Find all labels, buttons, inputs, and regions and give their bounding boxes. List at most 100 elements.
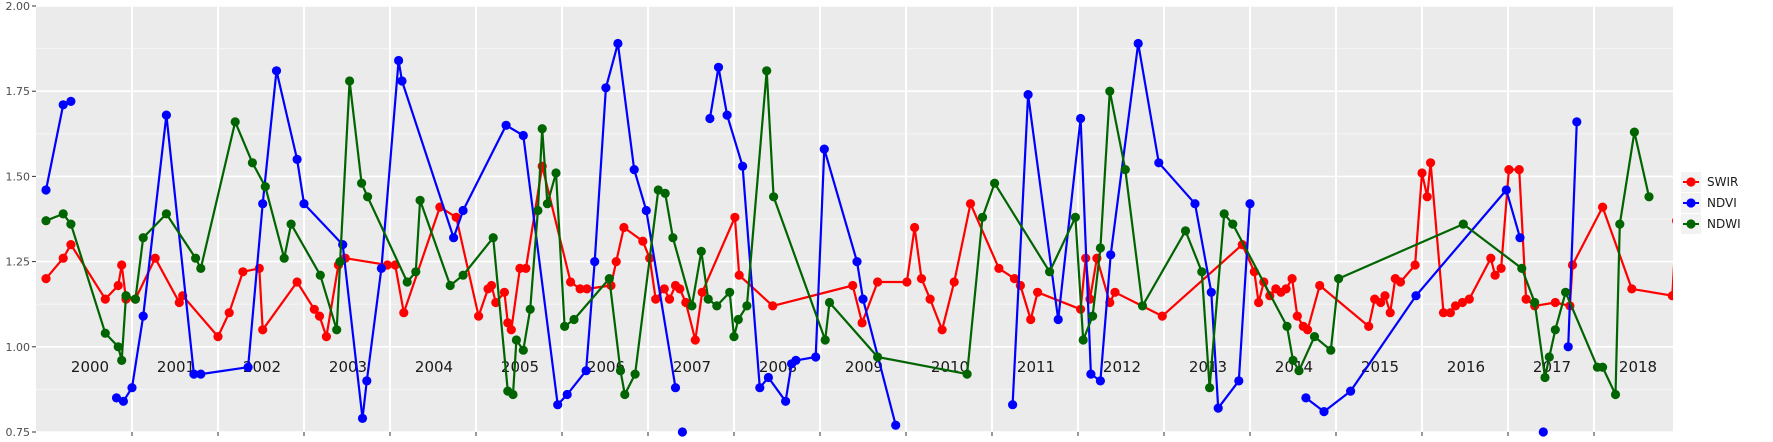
legend-label: NDVI (1707, 196, 1737, 210)
ndwi-point (363, 192, 373, 202)
series-ndvi (41, 38, 1582, 437)
year-label: 2004 (415, 358, 453, 376)
ndwi-point (1288, 355, 1298, 365)
swir-point (1417, 168, 1427, 178)
ndwi-point (1629, 127, 1639, 137)
ndvi-line (708, 66, 897, 426)
swir-point (1743, 271, 1752, 280)
ndvi-point (449, 233, 459, 243)
year-label: 2011 (1017, 358, 1055, 376)
legend-label: SWIR (1707, 175, 1738, 189)
ndwi-point (1707, 404, 1716, 413)
ndvi-point (299, 199, 309, 209)
ndwi-point (1282, 321, 1292, 331)
swir-point (1376, 297, 1386, 308)
swir-point (848, 280, 858, 291)
ndvi-point (677, 427, 688, 437)
swir-point (857, 318, 867, 328)
swir-point (1157, 311, 1167, 321)
ndwi-point (113, 342, 123, 352)
ndvi-point (629, 165, 639, 175)
ndvi-point (1190, 199, 1200, 209)
ndwi-point (977, 212, 988, 222)
swir-point (1445, 308, 1455, 318)
swir-point (1750, 298, 1759, 307)
ndwi-point (1644, 192, 1654, 202)
ndwi-point (1228, 219, 1238, 229)
year-label: 2005 (501, 358, 539, 376)
swir-point (1627, 284, 1637, 294)
ndwi-point (533, 205, 543, 216)
swir-point (1292, 311, 1302, 321)
swir-point (1026, 314, 1036, 325)
swir-point (916, 274, 927, 284)
ndwi-point (1294, 366, 1304, 376)
ndwi-point (1517, 263, 1527, 273)
swir-point (638, 236, 648, 246)
year-label: 2001 (157, 358, 195, 376)
swir-point (292, 277, 302, 287)
ndwi-point (569, 314, 579, 325)
ndwi-point (703, 294, 713, 304)
ndwi-point (1078, 335, 1088, 345)
ndwi-point (415, 195, 425, 205)
ndvi-point (1346, 386, 1356, 396)
swir-point (258, 325, 268, 335)
ndvi-point (590, 257, 600, 267)
swir-point (690, 335, 700, 345)
ndvi-point (1206, 287, 1216, 297)
swir-point (1395, 277, 1406, 287)
swir-point (321, 332, 331, 342)
ndwi-point (542, 199, 553, 209)
swir-point (1281, 284, 1291, 294)
ndvi-point (641, 205, 651, 216)
ndvi-point (1234, 376, 1244, 386)
ndwi-point (729, 332, 739, 342)
legend-label: NDWI (1707, 217, 1741, 231)
legend-marker (1686, 198, 1696, 208)
ndwi-point (138, 233, 148, 243)
swir-point (1438, 308, 1449, 318)
swir-point (66, 240, 76, 250)
ndwi-point (820, 335, 830, 345)
ndwi-point (687, 301, 697, 311)
swir-point (902, 277, 912, 287)
swir-point (451, 212, 461, 222)
ndwi-point (1045, 267, 1055, 277)
swir-point (41, 274, 51, 284)
ndvi-point (111, 393, 122, 403)
swir-line (45, 161, 1673, 342)
ndvi-point (118, 396, 128, 406)
ndwi-point (551, 168, 561, 178)
ndwi-point (488, 233, 498, 243)
swir-point (768, 301, 778, 311)
ndvi-point (458, 205, 468, 216)
legend: SWIR NDVI NDWI (1681, 172, 1741, 234)
ndvi-point (852, 257, 862, 267)
swir-point (925, 294, 935, 304)
swir-point (675, 284, 685, 294)
ndwi-point (1088, 311, 1098, 321)
ndvi-point (763, 372, 774, 383)
ndwi-point (41, 216, 51, 226)
ndvi-point (1538, 427, 1548, 437)
swir-point (1490, 270, 1500, 280)
ndwi-point (725, 287, 735, 297)
grid-major (36, 5, 1673, 433)
ndwi-point (1105, 86, 1115, 96)
ndwi-point (1610, 389, 1621, 400)
ndwi-point (1219, 209, 1229, 219)
ndwi-point (1615, 219, 1625, 229)
ndwi-point (260, 182, 270, 192)
swir-point (1380, 291, 1390, 301)
swir-point (1672, 217, 1673, 224)
ndvi-point (1154, 158, 1164, 168)
ndwi-point (315, 270, 325, 280)
ndwi-point (1540, 372, 1550, 383)
ndvi-point (292, 154, 302, 164)
ndwi-point (712, 301, 722, 311)
swir-point (937, 325, 947, 335)
ndwi-point (1137, 301, 1148, 311)
ndwi-point (873, 352, 883, 362)
ndvi-point (613, 38, 623, 49)
